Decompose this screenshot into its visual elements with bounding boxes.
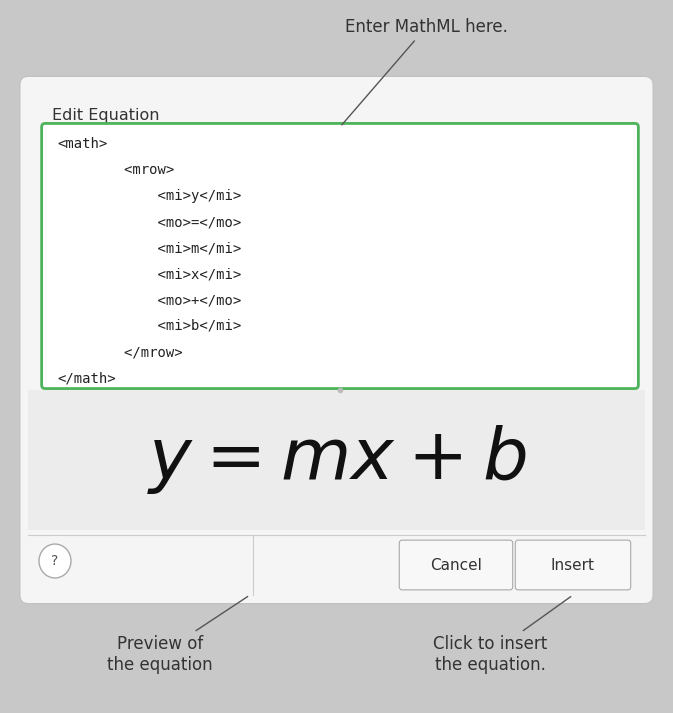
Text: <mi>m</mi>: <mi>m</mi> bbox=[57, 241, 241, 255]
FancyBboxPatch shape bbox=[20, 76, 653, 604]
Text: ?: ? bbox=[51, 554, 59, 568]
Text: <mi>x</mi>: <mi>x</mi> bbox=[57, 267, 241, 281]
FancyBboxPatch shape bbox=[42, 123, 639, 389]
Text: <mo>=</mo>: <mo>=</mo> bbox=[57, 215, 241, 229]
Text: Enter MathML here.: Enter MathML here. bbox=[342, 18, 508, 125]
Text: Edit Equation: Edit Equation bbox=[52, 108, 160, 123]
Text: Cancel: Cancel bbox=[430, 558, 482, 573]
Text: <mi>b</mi>: <mi>b</mi> bbox=[57, 319, 241, 333]
Text: <mrow>: <mrow> bbox=[57, 163, 174, 177]
Text: <math>: <math> bbox=[57, 137, 107, 151]
Text: <mi>y</mi>: <mi>y</mi> bbox=[57, 189, 241, 203]
Text: Click to insert
the equation.: Click to insert the equation. bbox=[433, 597, 571, 674]
Text: <mo>+</mo>: <mo>+</mo> bbox=[57, 293, 241, 307]
Text: </math>: </math> bbox=[57, 371, 116, 385]
FancyBboxPatch shape bbox=[516, 540, 631, 590]
FancyBboxPatch shape bbox=[399, 540, 513, 590]
FancyBboxPatch shape bbox=[28, 535, 645, 595]
Circle shape bbox=[39, 544, 71, 578]
Text: </mrow>: </mrow> bbox=[57, 345, 182, 359]
FancyBboxPatch shape bbox=[28, 390, 645, 530]
Text: Insert: Insert bbox=[551, 558, 595, 573]
Text: $\it{y = mx + b}$: $\it{y = mx + b}$ bbox=[147, 424, 526, 496]
Text: Preview of
the equation: Preview of the equation bbox=[107, 597, 248, 674]
